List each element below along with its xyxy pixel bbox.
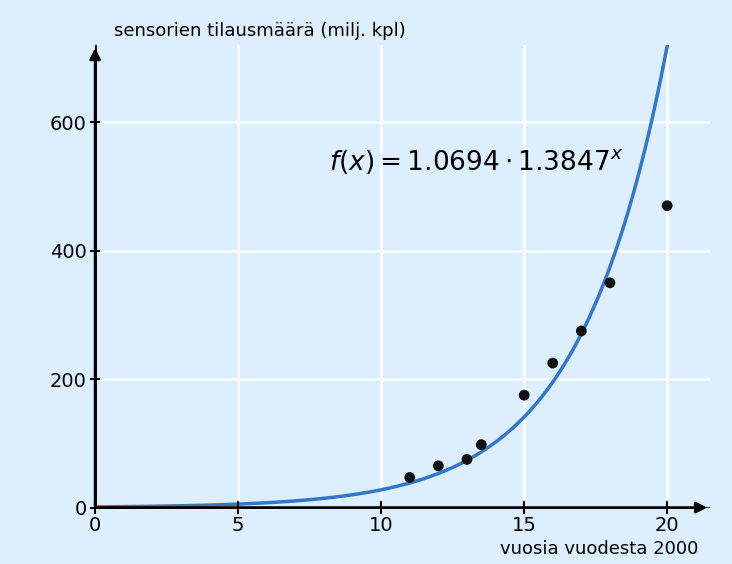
Text: vuosia vuodesta 2000: vuosia vuodesta 2000 — [500, 540, 698, 558]
Point — [404, 473, 416, 482]
Point — [661, 201, 673, 210]
Point — [461, 455, 473, 464]
Point — [575, 327, 587, 336]
Text: sensorien tilausmäärä (milj. kpl): sensorien tilausmäärä (milj. kpl) — [113, 23, 406, 41]
Point — [475, 440, 487, 449]
Text: $f(x) = 1.0694 \cdot 1.3847^x$: $f(x) = 1.0694 \cdot 1.3847^x$ — [329, 147, 623, 176]
Point — [547, 359, 559, 368]
Point — [604, 278, 616, 287]
Point — [518, 391, 530, 400]
Point — [433, 461, 444, 470]
